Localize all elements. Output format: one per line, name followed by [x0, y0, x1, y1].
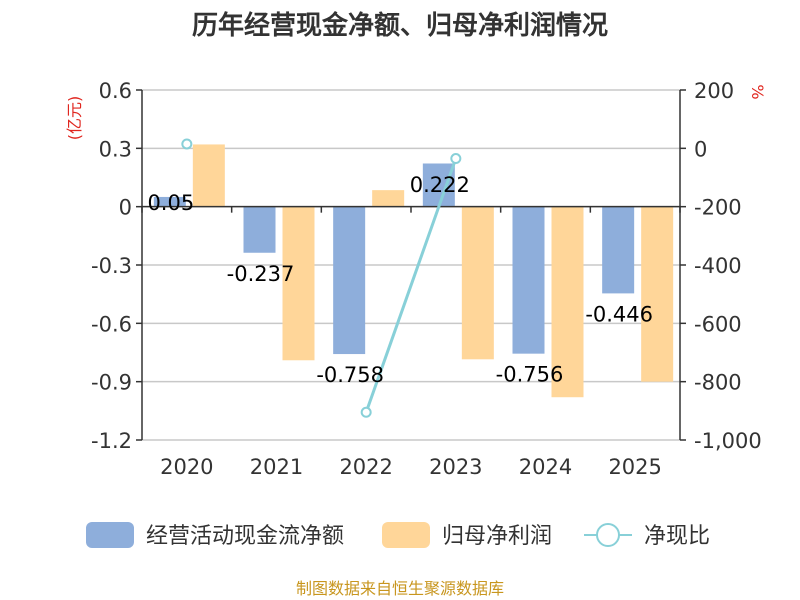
- bar-netprofit-2025: [641, 206, 674, 382]
- left-tick-label: -1.2: [91, 429, 132, 453]
- x-tick-label: 2024: [519, 455, 572, 479]
- right-tick-label: 200: [694, 79, 734, 103]
- bar-netprofit-2023: [461, 206, 494, 360]
- legend-label-1: 归母净利润: [442, 524, 552, 549]
- line-segment: [364, 158, 458, 413]
- legend-label-0: 经营活动现金流净额: [146, 524, 344, 549]
- left-tick-label: -0.9: [91, 371, 132, 395]
- data-labels-layer: 0.05 -0.237 -0.758 0.222 -0.756 -0.446: [147, 173, 653, 387]
- left-axis-unit: (亿元): [65, 96, 84, 141]
- data-label-cashflow-2020: 0.05: [147, 191, 194, 215]
- grid-lines: [142, 89, 680, 441]
- bar-netprofit-2020: [192, 144, 225, 207]
- bar-cashflow-2022: [333, 206, 366, 355]
- data-label-cashflow-2025: -0.446: [585, 302, 653, 326]
- chart-title: 历年经营现金净额、归母净利润情况: [192, 10, 608, 41]
- right-tick-label: -1,000: [694, 429, 762, 453]
- right-axis-unit: %: [748, 84, 767, 99]
- right-tick-label: -200: [694, 196, 742, 220]
- bar-netprofit-2024: [551, 206, 584, 398]
- bar-cashflow-2020: [153, 196, 186, 207]
- line-point-2023: [450, 153, 462, 165]
- legend: 经营活动现金流净额 归母净利润 净现比: [86, 522, 710, 549]
- axes-layer: 0.6 0.3 0 -0.3 -0.6 -0.9 -1.2 200 0 -200 -400 -600 -…: [91, 79, 762, 479]
- bar-netprofit-2021: [282, 206, 315, 361]
- data-label-cashflow-2021: -0.237: [227, 262, 295, 286]
- x-tick-label: 2023: [429, 455, 482, 479]
- bar-netprofit-2022: [372, 190, 405, 207]
- left-tick-label: 0.3: [99, 137, 132, 161]
- data-label-cashflow-2024: -0.756: [496, 363, 564, 387]
- right-tick-label: -600: [694, 312, 742, 336]
- left-tick-label: 0: [119, 196, 132, 220]
- bar-cashflow-2025: [602, 206, 635, 294]
- left-tick-label: 0.6: [99, 79, 132, 103]
- left-tick-label: -0.6: [91, 312, 132, 336]
- line-point-2020: [181, 138, 193, 150]
- source-note: 制图数据来自恒生聚源数据库: [296, 579, 504, 598]
- x-tick-label: 2021: [250, 455, 303, 479]
- x-tick-label: 2025: [608, 455, 661, 479]
- bar-cashflow-2024: [512, 206, 545, 354]
- legend-swatch-0: [86, 522, 134, 548]
- data-label-cashflow-2023: 0.222: [410, 173, 470, 197]
- legend-label-2: 净现比: [644, 524, 710, 549]
- data-label-cashflow-2022: -0.758: [316, 363, 384, 387]
- bar-cashflow-2023: [422, 163, 455, 207]
- right-tick-label: -800: [694, 371, 742, 395]
- line-layer: [181, 138, 462, 418]
- bars-layer: [153, 144, 674, 398]
- line-point-2022: [360, 406, 372, 418]
- left-tick-label: -0.3: [91, 254, 132, 278]
- x-tick-label: 2020: [160, 455, 213, 479]
- legend-marker: [596, 523, 620, 547]
- right-tick-label: 0: [694, 137, 707, 161]
- bar-cashflow-2021: [243, 206, 276, 253]
- legend-swatch-1: [382, 522, 430, 548]
- right-tick-label: -400: [694, 254, 742, 278]
- x-tick-label: 2022: [339, 455, 392, 479]
